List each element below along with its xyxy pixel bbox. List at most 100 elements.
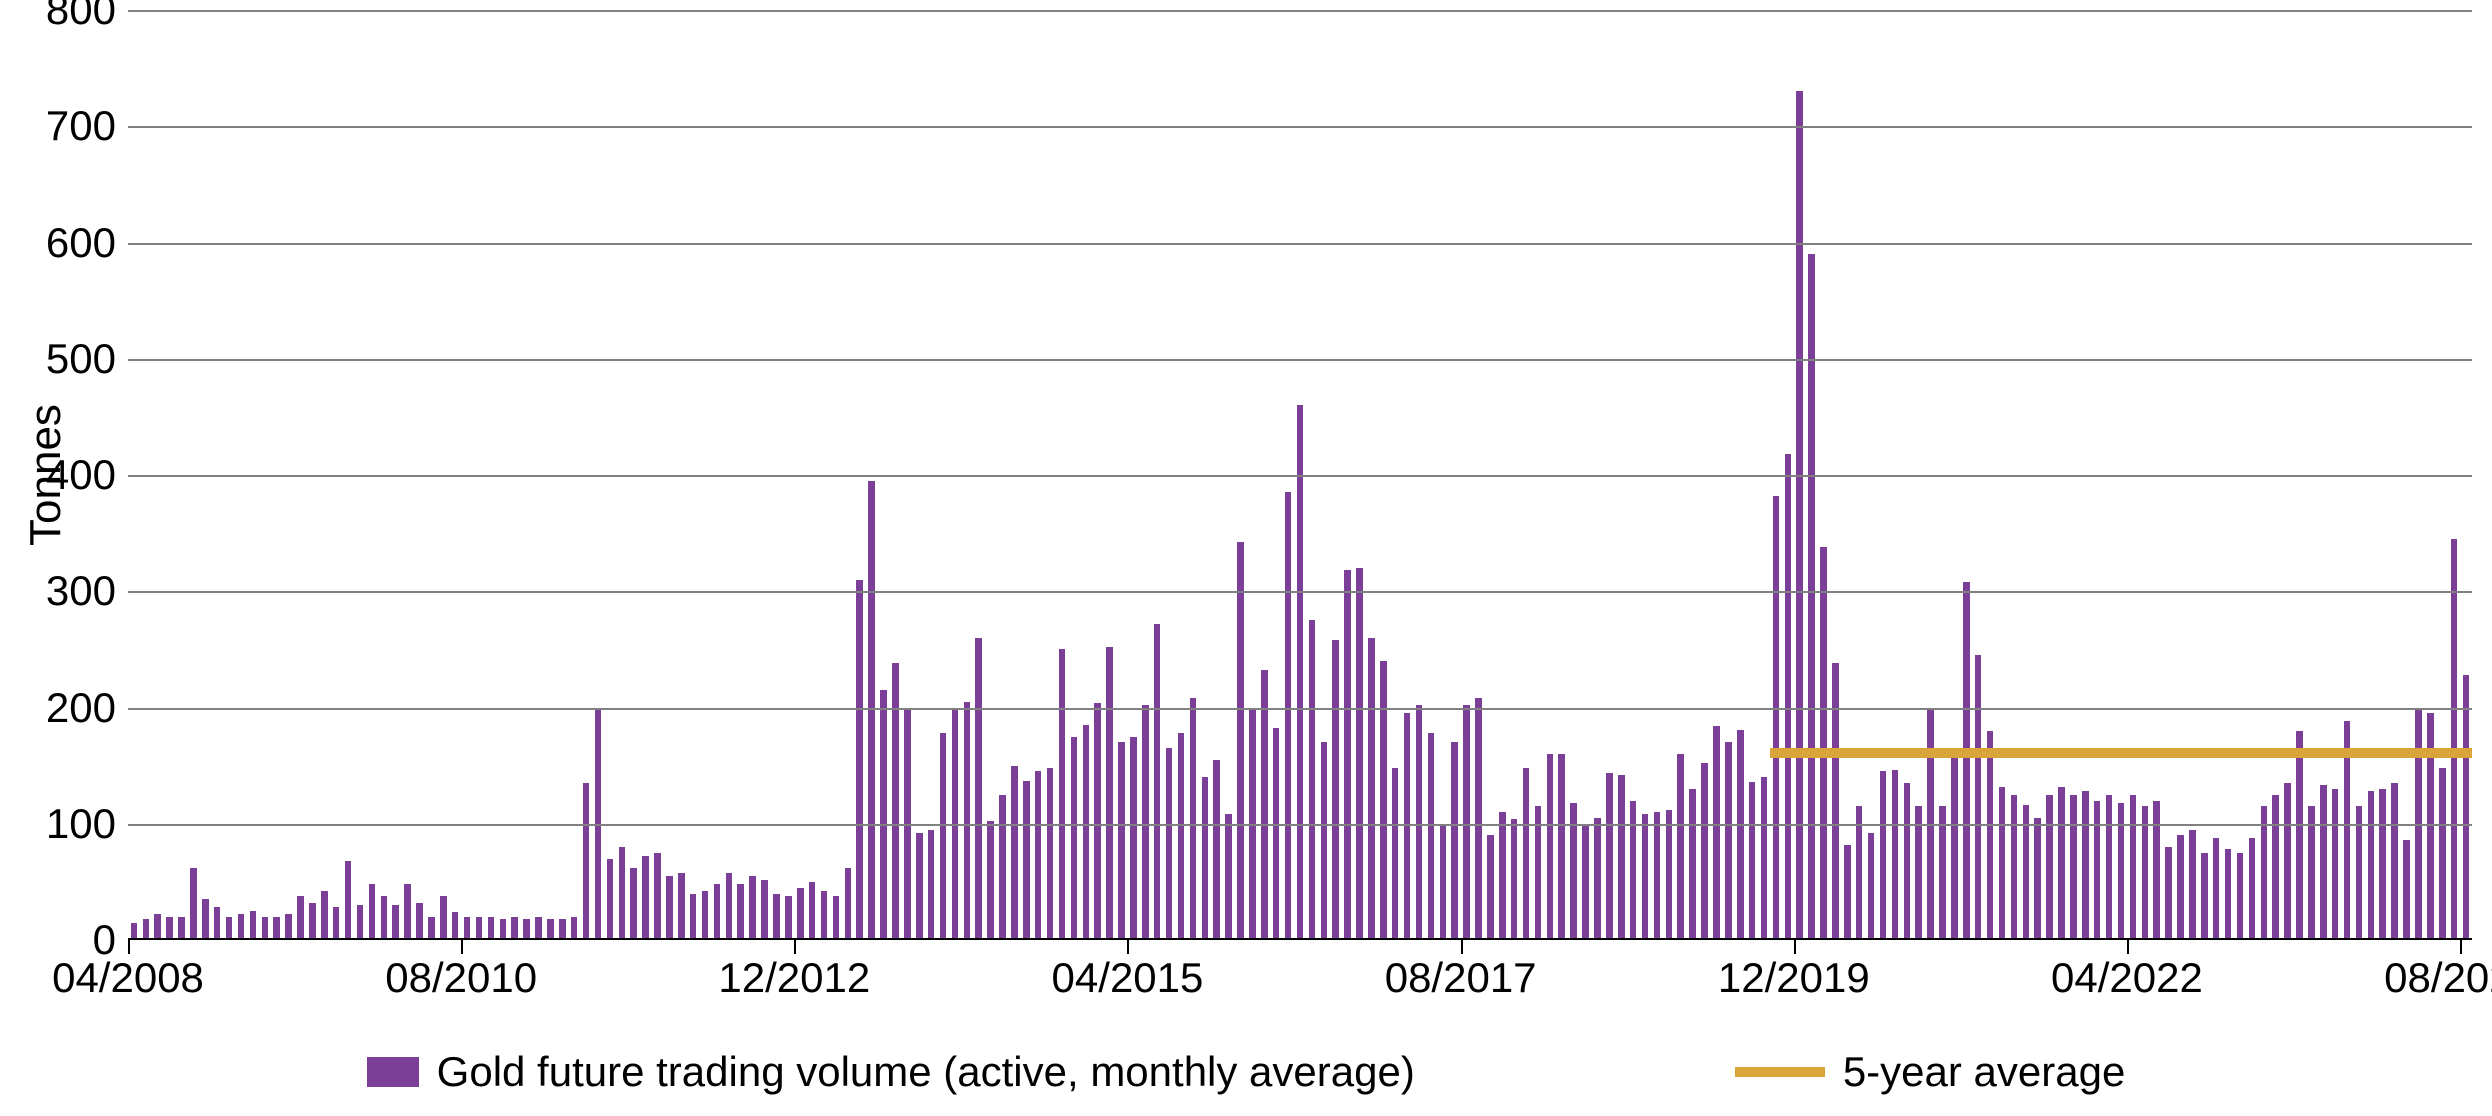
gridline	[128, 359, 2472, 361]
bar	[868, 481, 875, 940]
bar	[297, 896, 304, 940]
bar	[1725, 742, 1732, 940]
bar	[1106, 647, 1113, 940]
x-tick-mark	[461, 940, 463, 954]
bar	[1547, 754, 1554, 940]
bar	[2249, 838, 2256, 940]
bar	[2201, 853, 2208, 940]
bar	[2058, 787, 2065, 940]
bar	[2403, 840, 2410, 940]
bar	[404, 884, 411, 940]
bar	[1166, 748, 1173, 940]
bar	[273, 917, 280, 940]
bar	[654, 853, 661, 940]
y-tick-label: 800	[46, 0, 128, 34]
gridline	[128, 243, 2472, 245]
bar	[1344, 570, 1351, 940]
bar	[928, 830, 935, 940]
bar	[797, 888, 804, 940]
y-tick-label: 600	[46, 219, 128, 267]
bar	[1059, 649, 1066, 940]
bar	[2046, 795, 2053, 940]
bar	[2391, 783, 2398, 940]
bar	[785, 896, 792, 940]
bar	[678, 873, 685, 940]
bar	[1642, 814, 1649, 940]
bar	[2213, 838, 2220, 940]
bar	[1499, 812, 1506, 940]
y-tick-label: 400	[46, 451, 128, 499]
bar	[1011, 766, 1018, 940]
bar	[2153, 801, 2160, 941]
bar	[369, 884, 376, 940]
bar	[2034, 818, 2041, 940]
bar	[381, 896, 388, 940]
bar	[2142, 806, 2149, 940]
bar	[321, 891, 328, 940]
bar	[583, 783, 590, 940]
bar	[2451, 539, 2458, 940]
bar	[416, 903, 423, 940]
bar	[714, 884, 721, 940]
bar	[1677, 754, 1684, 940]
bar	[1297, 405, 1304, 940]
bar	[821, 891, 828, 940]
bar	[892, 663, 899, 940]
bar	[1630, 801, 1637, 941]
bar	[392, 905, 399, 940]
gridline	[128, 475, 2472, 477]
bar	[1213, 760, 1220, 940]
bar	[2463, 675, 2470, 940]
bar	[559, 919, 566, 940]
bar	[2177, 835, 2184, 940]
bar	[880, 690, 887, 940]
bar	[1202, 777, 1209, 940]
bar	[1689, 789, 1696, 940]
bar	[1785, 454, 1792, 940]
bar	[1285, 492, 1292, 940]
bar	[1023, 781, 1030, 940]
gold-futures-volume-chart: Tonnes 010020030040050060070080004/20080…	[0, 0, 2492, 1116]
bar	[1558, 754, 1565, 940]
x-tick-mark	[2127, 940, 2129, 954]
bar	[2237, 853, 2244, 940]
bar	[2332, 789, 2339, 940]
bar	[2379, 789, 2386, 940]
bar	[1535, 806, 1542, 940]
bar	[2439, 768, 2446, 940]
y-tick-label: 700	[46, 102, 128, 150]
bar	[1892, 770, 1899, 940]
bar	[642, 856, 649, 940]
bar	[476, 917, 483, 940]
bar	[500, 919, 507, 940]
bar	[143, 919, 150, 940]
bar	[2094, 801, 2101, 941]
bar	[1618, 775, 1625, 940]
bar	[1773, 496, 1780, 940]
bar	[1273, 728, 1280, 940]
bar	[262, 917, 269, 940]
bar	[309, 903, 316, 940]
bar	[2070, 795, 2077, 940]
bar	[1392, 768, 1399, 940]
bar	[1868, 833, 1875, 940]
bar	[845, 868, 852, 940]
legend-item-line: 5-year average	[1735, 1048, 2126, 1096]
x-tick-label: 08/2024	[2384, 940, 2492, 1002]
bar	[1368, 638, 1375, 940]
bar	[440, 896, 447, 940]
bar	[2225, 849, 2232, 940]
bar	[1142, 705, 1149, 940]
bar	[333, 907, 340, 940]
bar	[547, 919, 554, 940]
bar	[1261, 670, 1268, 940]
bar	[250, 911, 257, 940]
bar	[749, 876, 756, 940]
bar	[1701, 763, 1708, 940]
bar	[607, 859, 614, 940]
bar	[1880, 771, 1887, 940]
bar	[2308, 806, 2315, 940]
bar	[1523, 768, 1530, 940]
gridline	[128, 10, 2472, 12]
plot-area: 010020030040050060070080004/200808/20101…	[128, 10, 2472, 940]
